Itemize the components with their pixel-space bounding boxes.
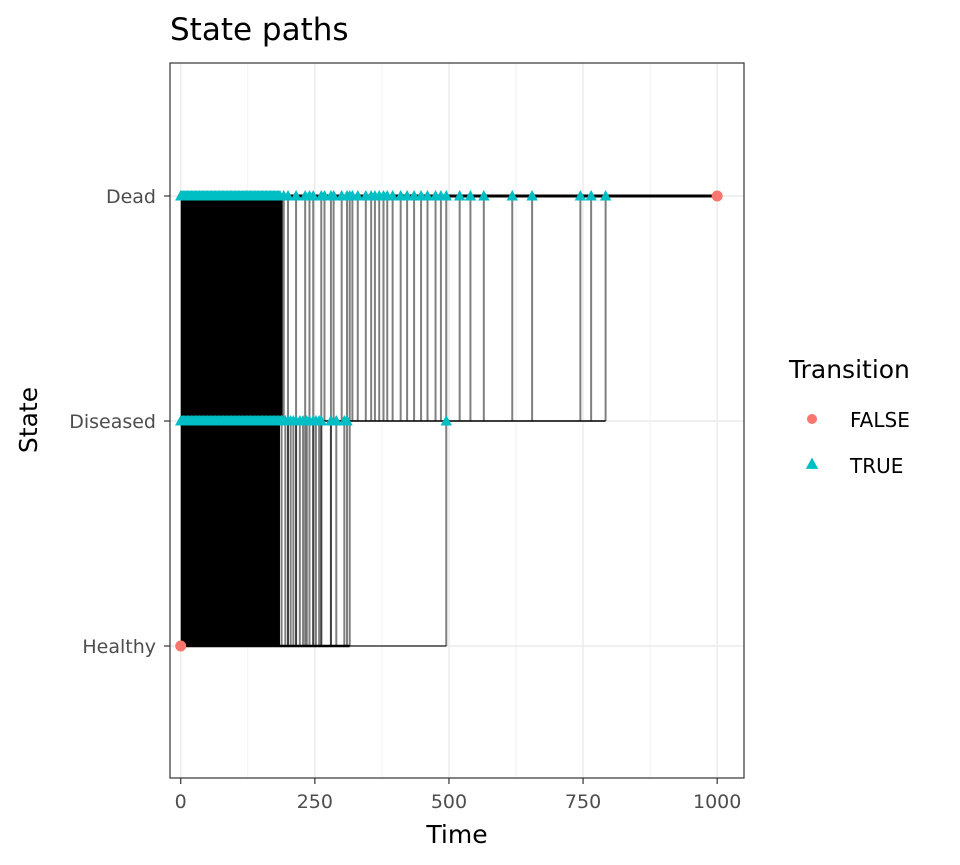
true-point-diseased [440, 415, 452, 426]
false-point [175, 640, 187, 652]
y-axis: Healthy Diseased Dead [69, 186, 170, 658]
dense-paths-diseased-dead [180, 196, 283, 421]
x-tick-label: 1000 [693, 791, 741, 813]
y-tick-label: Healthy [82, 636, 156, 658]
true-point-dead [526, 190, 538, 201]
y-axis-title: State [14, 387, 43, 453]
true-point-diseased [341, 415, 353, 426]
legend-title: Transition [788, 355, 910, 384]
chart-title: State paths [170, 12, 349, 48]
true-point-diseased [315, 415, 327, 426]
x-axis: 0 250 500 750 1000 [175, 778, 741, 813]
legend-true-label: TRUE [849, 454, 903, 478]
transition-points [175, 190, 723, 652]
true-point-dead [386, 190, 399, 201]
y-tick-label: Dead [106, 186, 156, 208]
true-point-dead [478, 190, 490, 201]
false-point [711, 190, 723, 202]
true-point-dead [453, 190, 466, 201]
true-point-dead [506, 190, 518, 201]
true-point-dead [574, 190, 587, 201]
x-axis-title: Time [425, 820, 487, 849]
true-point-dead [599, 190, 612, 201]
true-point-dead [327, 190, 340, 201]
true-point-dead [303, 190, 316, 201]
x-tick-label: 0 [175, 791, 187, 813]
true-point-dead [464, 190, 477, 201]
legend-false-label: FALSE [850, 408, 910, 432]
true-point-dead [278, 190, 290, 201]
y-tick-label: Diseased [69, 411, 156, 433]
legend-false-marker [807, 414, 817, 424]
true-point-dead [352, 190, 364, 201]
true-point-dead [421, 190, 434, 201]
true-point-dead [585, 190, 597, 201]
x-tick-label: 500 [431, 791, 467, 813]
x-tick-label: 250 [297, 791, 333, 813]
true-point-dead [290, 190, 302, 201]
x-tick-label: 750 [565, 791, 601, 813]
legend: Transition FALSE TRUE [788, 355, 910, 478]
true-point-dead [440, 190, 452, 201]
true-point-dead [318, 190, 331, 201]
state-paths [180, 194, 718, 648]
dense-paths-healthy-diseased [180, 421, 280, 646]
legend-true-marker [805, 457, 819, 469]
true-point-diseased [330, 415, 342, 426]
